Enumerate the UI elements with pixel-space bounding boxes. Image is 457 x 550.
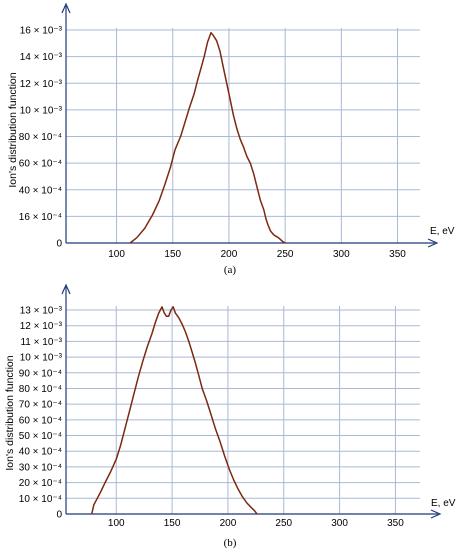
chart-a: Ion's distribution function E, eV (a) 0 1… <box>7 2 455 276</box>
y-tick-label: 30 × 10⁻⁴ <box>19 462 62 473</box>
y-tick-label: 12 × 10⁻³ <box>20 79 63 90</box>
y-tick-label: 80 × 10⁻⁴ <box>19 384 62 395</box>
y-tick-label: 14 × 10⁻³ <box>20 52 63 63</box>
caption-a: (a) <box>224 264 237 276</box>
grid-a <box>66 28 420 243</box>
y-tick-label: 90 × 10⁻⁴ <box>19 368 62 379</box>
x-tick-label: 250 <box>277 249 294 260</box>
x-axis-label-a: E, eV <box>430 226 455 237</box>
x-tick-label: 150 <box>164 518 181 529</box>
y-axis-arrow <box>61 283 71 295</box>
x-axis-arrow <box>427 238 439 248</box>
x-tick-label: 250 <box>275 518 292 529</box>
y-tick-label: 60 × 10⁻⁴ <box>19 159 62 170</box>
y-tick-label: 10 × 10⁻³ <box>20 353 63 364</box>
y-tick-label: 11 × 10⁻³ <box>20 337 62 348</box>
y-tick-label: 0 <box>56 510 62 521</box>
x-tick-label: 100 <box>108 518 125 529</box>
x-tick-label: 350 <box>389 249 406 260</box>
y-tick-label: 60 × 10⁻⁴ <box>19 415 62 426</box>
y-tick-label: 10 × 10⁻⁴ <box>19 494 62 505</box>
x-tick-label: 300 <box>333 249 350 260</box>
x-tick-label: 300 <box>331 518 348 529</box>
x-axis-arrow <box>430 509 442 519</box>
y-axis-label-a: Ion's distribution function <box>7 72 19 187</box>
x-tick-label: 350 <box>387 518 404 529</box>
y-tick-label: 20 × 10⁻⁴ <box>19 478 62 489</box>
y-tick-label: 16 × 10⁻⁴ <box>19 212 62 223</box>
y-tick-label: 0 <box>56 239 62 250</box>
x-axis-label-b: E, eV <box>431 498 456 509</box>
x-tick-label: 200 <box>221 249 238 260</box>
y-tick-label: 40 × 10⁻⁴ <box>19 185 62 196</box>
series-line-b <box>90 306 258 515</box>
y-tick-label: 40 × 10⁻⁴ <box>19 447 62 458</box>
y-tick-label: 70 × 10⁻⁴ <box>19 400 62 411</box>
x-tick-label: 100 <box>108 249 125 260</box>
chart-b: Ion's distribution function E, eV (b) 0 1… <box>4 283 456 549</box>
y-tick-label: 13 × 10⁻³ <box>20 306 63 317</box>
x-tick-label: 150 <box>164 249 181 260</box>
y-tick-label: 50 × 10⁻⁴ <box>19 431 62 442</box>
y-tick-label: 80 × 10⁻⁴ <box>19 132 62 143</box>
caption-b: (b) <box>224 537 237 549</box>
y-tick-label: 12 × 10⁻³ <box>20 321 63 332</box>
y-axis-arrow <box>61 2 71 14</box>
y-tick-label: 16 × 10⁻³ <box>20 26 63 37</box>
y-tick-label: 10 × 10⁻³ <box>20 105 63 116</box>
x-tick-label: 200 <box>220 518 237 529</box>
y-axis-label-b: Ion's distribution function <box>4 355 16 470</box>
grid-b <box>66 306 420 514</box>
series-line-a <box>129 31 286 244</box>
